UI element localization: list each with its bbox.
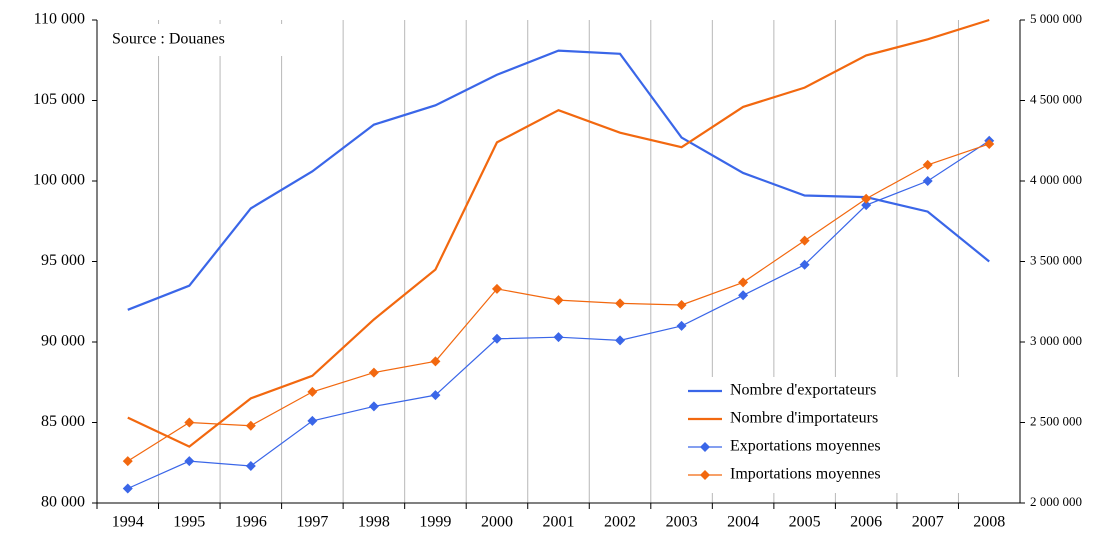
- annotation: Source : Douanes: [112, 31, 225, 48]
- x-tick-label: 2006: [850, 514, 882, 531]
- y-tick-label: 85 000: [41, 413, 85, 430]
- x-tick-label: 2007: [912, 514, 944, 531]
- y2-tick-label: 5 000 000: [1030, 11, 1082, 26]
- marker: [122, 456, 133, 467]
- y2-tick-label: 4 500 000: [1030, 91, 1082, 106]
- y-tick-label: 100 000: [33, 172, 85, 189]
- marker: [615, 335, 626, 346]
- y2-tick-label: 3 000 000: [1030, 333, 1082, 348]
- marker: [861, 200, 872, 211]
- marker: [553, 295, 564, 306]
- x-tick-label: 1999: [419, 514, 451, 531]
- y-tick-label: 105 000: [33, 91, 85, 108]
- marker: [738, 290, 749, 301]
- marker: [430, 356, 441, 367]
- y2-tick-label: 2 500 000: [1030, 413, 1082, 428]
- y-tick-label: 80 000: [41, 494, 85, 511]
- marker: [184, 456, 195, 467]
- y-tick-label: 90 000: [41, 333, 85, 350]
- marker: [922, 159, 933, 170]
- marker: [799, 235, 810, 246]
- x-tick-label: 1994: [112, 514, 144, 531]
- x-tick-label: 1996: [235, 514, 267, 531]
- series-line: [127, 49, 990, 311]
- y2-tick-label: 2 000 000: [1030, 494, 1082, 509]
- marker: [184, 417, 195, 428]
- marker: [368, 401, 379, 412]
- marker: [245, 420, 256, 431]
- series-line: [127, 18, 990, 448]
- x-tick-label: 2004: [727, 514, 759, 531]
- x-tick-label: 1995: [173, 514, 205, 531]
- marker: [922, 176, 933, 186]
- x-tick-label: 2003: [666, 514, 698, 531]
- x-tick-label: 2005: [789, 514, 821, 531]
- legend-box: [680, 377, 1010, 493]
- legend-label: Nombre d'importateurs: [730, 410, 878, 427]
- x-tick-label: 2002: [604, 514, 636, 531]
- legend-marker: [700, 442, 710, 452]
- legend-label: Exportations moyennes: [730, 438, 881, 455]
- marker: [984, 138, 995, 149]
- annotation-bg: [104, 24, 294, 56]
- y2-tick-label: 3 500 000: [1030, 252, 1082, 267]
- y2-tick-label: 4 000 000: [1030, 172, 1082, 187]
- marker: [676, 320, 687, 331]
- marker: [307, 415, 318, 426]
- marker: [307, 386, 318, 397]
- legend-label: Nombre d'exportateurs: [730, 382, 876, 399]
- marker: [553, 332, 564, 343]
- y-tick-label: 110 000: [34, 11, 85, 28]
- legend-label: Importations moyennes: [730, 466, 881, 483]
- marker: [245, 460, 256, 471]
- x-tick-label: 2001: [543, 514, 575, 531]
- x-tick-label: 1998: [358, 514, 390, 531]
- x-tick-label: 1997: [296, 514, 328, 531]
- marker: [430, 390, 441, 401]
- marker: [122, 483, 133, 494]
- x-tick-label: 2000: [481, 514, 513, 531]
- marker: [799, 259, 810, 270]
- marker: [491, 283, 502, 294]
- y-tick-label: 95 000: [41, 252, 85, 269]
- marker: [676, 299, 687, 310]
- marker: [861, 193, 872, 204]
- legend-marker: [700, 470, 710, 480]
- marker: [738, 277, 749, 288]
- marker: [368, 367, 379, 378]
- x-tick-label: 2008: [973, 514, 1005, 531]
- marker: [491, 333, 502, 344]
- marker: [615, 298, 626, 309]
